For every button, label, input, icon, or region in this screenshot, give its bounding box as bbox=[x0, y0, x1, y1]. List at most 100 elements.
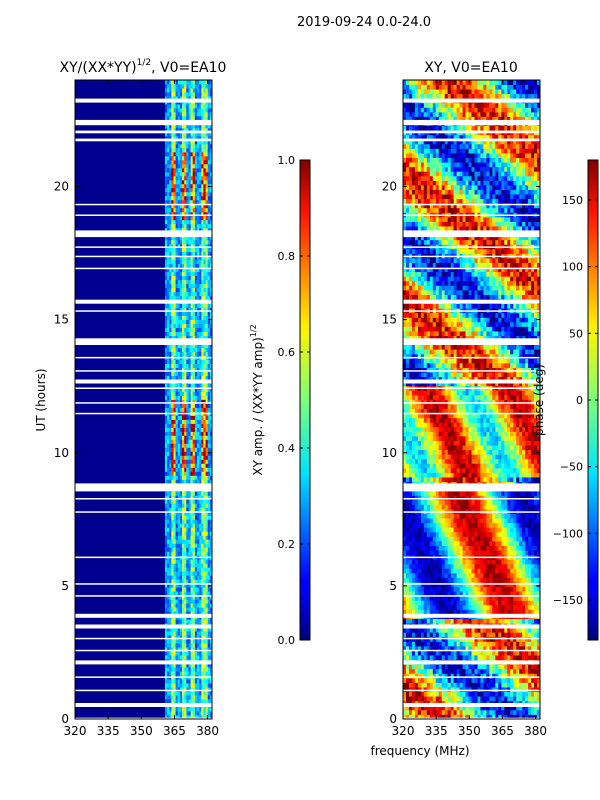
amplitude-cell bbox=[207, 135, 211, 141]
amplitude-cell bbox=[207, 571, 211, 576]
amplitude-cell bbox=[171, 307, 174, 312]
amplitude-cell bbox=[169, 207, 172, 213]
amplitude-cell bbox=[171, 687, 174, 692]
phase-cell bbox=[471, 673, 475, 679]
phase-cell bbox=[510, 709, 514, 715]
amplitude-cell bbox=[173, 223, 177, 229]
amplitude-cell bbox=[209, 131, 212, 137]
amplitude-cell bbox=[184, 527, 187, 532]
phase-cell bbox=[483, 591, 487, 597]
amplitude-cell bbox=[173, 399, 177, 404]
amplitude-cell bbox=[207, 255, 211, 261]
amplitude-cell bbox=[186, 427, 189, 432]
phase-cell bbox=[462, 604, 466, 610]
amplitude-cell bbox=[184, 395, 187, 400]
amplitude-cell bbox=[182, 175, 185, 181]
phase-cell bbox=[450, 682, 455, 688]
amplitude-cell bbox=[182, 639, 185, 644]
phase-cell bbox=[510, 696, 514, 702]
amplitude-cell bbox=[171, 247, 174, 253]
phase-cell bbox=[516, 632, 520, 638]
phase-cell bbox=[477, 677, 481, 683]
amplitude-cell bbox=[194, 271, 198, 277]
amplitude-cell bbox=[207, 387, 211, 392]
amplitude-cell bbox=[175, 183, 179, 189]
amplitude-cell bbox=[192, 251, 196, 257]
amplitude-cell bbox=[164, 143, 168, 149]
amplitude-cell bbox=[194, 491, 198, 496]
amplitude-cell bbox=[177, 635, 181, 640]
amplitude-cell bbox=[205, 627, 209, 632]
amplitude-cell bbox=[167, 319, 170, 324]
amplitude-cell bbox=[205, 607, 209, 612]
amplitude-cell bbox=[184, 263, 187, 269]
phase-cell bbox=[510, 687, 514, 692]
amplitude-cell bbox=[197, 467, 200, 472]
amplitude-cell bbox=[179, 139, 183, 145]
amplitude-cell bbox=[175, 263, 179, 269]
amplitude-cell bbox=[173, 387, 177, 392]
amplitude-cell bbox=[167, 96, 170, 101]
phase-cell bbox=[456, 641, 460, 647]
phase-cell bbox=[403, 595, 407, 601]
amplitude-cell bbox=[197, 323, 200, 328]
amplitude-cell bbox=[197, 499, 200, 504]
amplitude-cell bbox=[186, 447, 189, 452]
phase-cell bbox=[453, 682, 457, 688]
amplitude-cell bbox=[186, 84, 189, 89]
amplitude-cell bbox=[167, 139, 170, 145]
amplitude-cell bbox=[184, 647, 187, 652]
amplitude-cell bbox=[209, 695, 212, 700]
phase-cell bbox=[516, 646, 520, 651]
phase-cell bbox=[480, 705, 484, 711]
amplitude-cell bbox=[179, 567, 183, 572]
amplitude-cell bbox=[179, 223, 183, 229]
amplitude-cell bbox=[167, 495, 170, 500]
phase-cell bbox=[429, 650, 434, 656]
amplitude-cell bbox=[173, 359, 177, 364]
phase-cell bbox=[426, 655, 431, 661]
amplitude-cell bbox=[175, 715, 179, 719]
amplitude-cell bbox=[199, 547, 202, 552]
amplitude-cell bbox=[197, 567, 200, 572]
amplitude-cell bbox=[199, 88, 202, 93]
amplitude-cell bbox=[182, 283, 185, 289]
amplitude-cell bbox=[188, 163, 192, 169]
phase-cell bbox=[447, 705, 452, 711]
amplitude-cell bbox=[177, 679, 181, 684]
amplitude-cell bbox=[207, 595, 211, 600]
amplitude-cell bbox=[197, 211, 200, 217]
phase-cell bbox=[417, 677, 422, 683]
amplitude-cell bbox=[209, 203, 212, 209]
phase-cell bbox=[483, 586, 487, 592]
phase-cell bbox=[492, 646, 496, 651]
amplitude-cell bbox=[182, 183, 185, 189]
phase-cell bbox=[498, 664, 502, 670]
phase-cell bbox=[429, 677, 434, 683]
amplitude-cell bbox=[182, 459, 185, 464]
amplitude-cell bbox=[192, 199, 196, 205]
amplitude-cell bbox=[188, 203, 192, 209]
amplitude-cell bbox=[194, 163, 198, 169]
amplitude-cell bbox=[192, 303, 196, 308]
amplitude-cell bbox=[177, 543, 181, 548]
amplitude-cell bbox=[188, 603, 192, 608]
amplitude-cell bbox=[201, 491, 204, 496]
phase-cell bbox=[456, 646, 460, 651]
amplitude-cell bbox=[186, 491, 189, 496]
amplitude-cell bbox=[188, 571, 192, 576]
phase-cell bbox=[420, 650, 425, 656]
amplitude-cell bbox=[201, 187, 204, 193]
amplitude-cell bbox=[207, 579, 211, 584]
amplitude-cell bbox=[197, 611, 200, 616]
amplitude-cell bbox=[205, 159, 209, 165]
amplitude-cell bbox=[194, 423, 198, 428]
amplitude-cell bbox=[207, 267, 211, 273]
amplitude-cell bbox=[164, 247, 168, 253]
amplitude-cell bbox=[164, 475, 168, 480]
amplitude-cell bbox=[175, 559, 179, 564]
amplitude-cell bbox=[184, 475, 187, 480]
phase-cell bbox=[447, 618, 452, 624]
amplitude-cell bbox=[209, 343, 212, 348]
amplitude-cell bbox=[207, 223, 211, 229]
